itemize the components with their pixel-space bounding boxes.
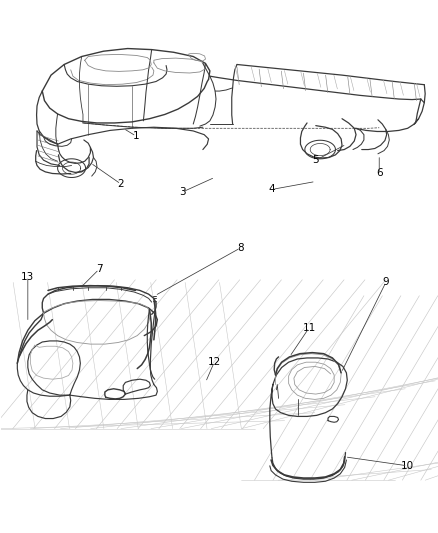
Text: 2: 2 (117, 179, 124, 189)
Text: 9: 9 (381, 278, 388, 287)
Text: 11: 11 (302, 322, 315, 333)
Text: 3: 3 (179, 187, 185, 197)
Text: 8: 8 (237, 243, 243, 253)
Text: 10: 10 (400, 461, 413, 471)
Text: 4: 4 (268, 184, 275, 195)
Text: 7: 7 (95, 264, 102, 274)
Text: 6: 6 (375, 168, 381, 179)
Text: 13: 13 (21, 272, 34, 282)
Text: 5: 5 (312, 155, 318, 165)
Text: 12: 12 (207, 357, 220, 367)
Text: 1: 1 (133, 131, 139, 141)
